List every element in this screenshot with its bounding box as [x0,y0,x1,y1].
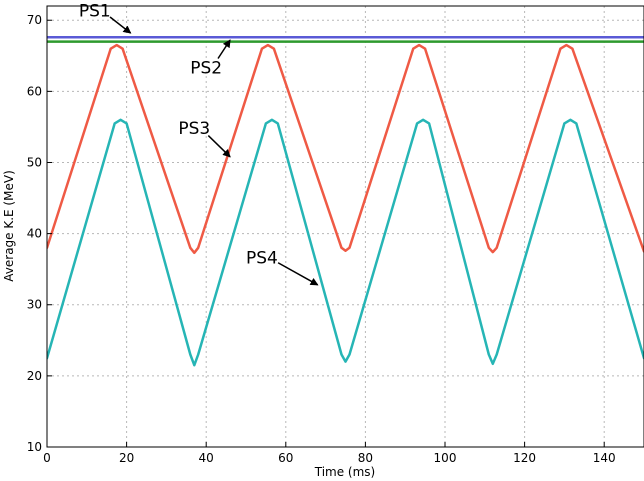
annotation-arrow-ps4 [277,262,319,286]
annotation-ps4: PS4 [246,248,278,268]
x-tick-label: 40 [199,451,214,465]
series-line-ps4 [47,118,644,367]
y-axis-label: Average K.E (MeV) [2,170,16,281]
x-tick-label: 60 [278,451,293,465]
series-group [47,36,644,367]
y-tick-label: 10 [27,440,42,454]
annotation-arrow-ps2 [217,39,231,59]
x-tick-label: 80 [358,451,373,465]
series-line-ps3 [47,43,644,255]
annotation-ps3: PS3 [178,119,210,139]
x-tick-label: 120 [513,451,536,465]
y-tick-label: 20 [27,369,42,383]
y-tick-label: 60 [27,84,42,98]
x-tick-label: 140 [593,451,616,465]
axis-ticks: 0 20 40 60 80 100 120 140 10 20 30 40 50 60 70 [27,13,616,465]
x-tick-label: 100 [434,451,457,465]
plot-area-background [47,6,644,447]
x-tick-label: 0 [43,451,51,465]
annotations: PS1 PS2 PS3 PS4 [79,2,319,286]
annotation-ps2: PS2 [190,59,222,79]
annotation-arrow-ps1 [109,16,132,34]
x-axis-label: Time (ms) [314,465,376,479]
annotation-ps1: PS1 [79,2,111,22]
plot-frame [46,5,644,448]
y-tick-label: 40 [27,227,42,241]
annotation-arrow-ps3 [207,135,231,158]
y-tick-label: 30 [27,298,42,312]
x-tick-label: 20 [119,451,134,465]
y-tick-label: 70 [27,13,42,27]
y-tick-label: 50 [27,155,42,169]
